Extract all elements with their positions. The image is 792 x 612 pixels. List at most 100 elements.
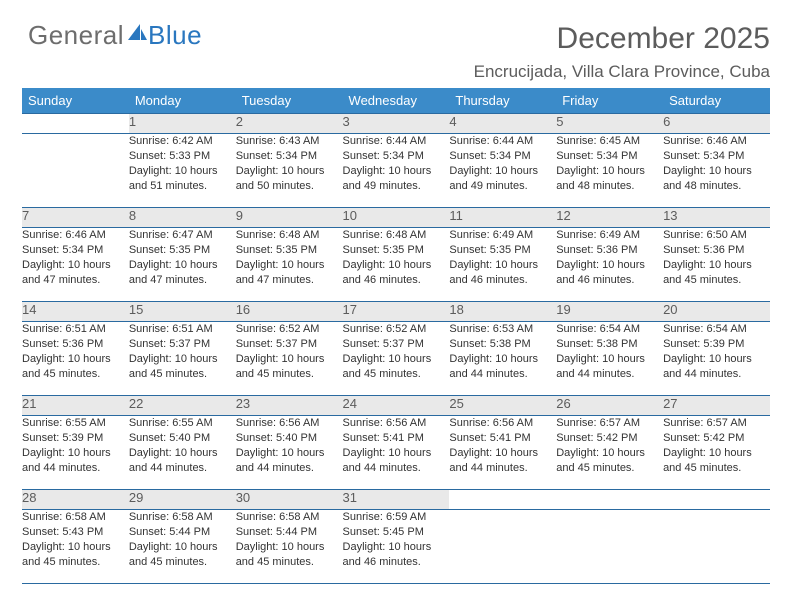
content-row: Sunrise: 6:42 AMSunset: 5:33 PMDaylight:… (22, 134, 770, 208)
day-number: 21 (22, 396, 129, 416)
day-number: 27 (663, 396, 770, 416)
daylight-text: Daylight: 10 hours and 51 minutes. (129, 164, 236, 194)
day-cell (556, 510, 663, 584)
day-cell: Sunrise: 6:51 AMSunset: 5:37 PMDaylight:… (129, 322, 236, 396)
daylight-text: Daylight: 10 hours and 45 minutes. (22, 540, 129, 570)
day-cell: Sunrise: 6:46 AMSunset: 5:34 PMDaylight:… (22, 228, 129, 302)
sunrise-text: Sunrise: 6:58 AM (22, 510, 129, 525)
day-number (22, 114, 129, 134)
sunset-text: Sunset: 5:36 PM (663, 243, 770, 258)
day-cell: Sunrise: 6:50 AMSunset: 5:36 PMDaylight:… (663, 228, 770, 302)
sunrise-text: Sunrise: 6:49 AM (556, 228, 663, 243)
sunset-text: Sunset: 5:36 PM (556, 243, 663, 258)
sunrise-text: Sunrise: 6:48 AM (236, 228, 343, 243)
sunrise-text: Sunrise: 6:58 AM (129, 510, 236, 525)
sunrise-text: Sunrise: 6:46 AM (663, 134, 770, 149)
day-number: 6 (663, 114, 770, 134)
sunset-text: Sunset: 5:44 PM (236, 525, 343, 540)
sunset-text: Sunset: 5:34 PM (663, 149, 770, 164)
sunset-text: Sunset: 5:43 PM (22, 525, 129, 540)
day-number: 14 (22, 302, 129, 322)
brand-logo: General Blue (28, 20, 202, 51)
daylight-text: Daylight: 10 hours and 44 minutes. (236, 446, 343, 476)
day-number: 28 (22, 490, 129, 510)
day-cell: Sunrise: 6:55 AMSunset: 5:39 PMDaylight:… (22, 416, 129, 490)
sunrise-text: Sunrise: 6:45 AM (556, 134, 663, 149)
day-number: 5 (556, 114, 663, 134)
sunrise-text: Sunrise: 6:48 AM (343, 228, 450, 243)
day-cell: Sunrise: 6:48 AMSunset: 5:35 PMDaylight:… (236, 228, 343, 302)
daylight-text: Daylight: 10 hours and 46 minutes. (343, 258, 450, 288)
sunrise-text: Sunrise: 6:44 AM (449, 134, 556, 149)
day-number: 19 (556, 302, 663, 322)
daylight-text: Daylight: 10 hours and 44 minutes. (556, 352, 663, 382)
sunrise-text: Sunrise: 6:58 AM (236, 510, 343, 525)
day-cell (22, 134, 129, 208)
day-number: 31 (343, 490, 450, 510)
day-cell: Sunrise: 6:57 AMSunset: 5:42 PMDaylight:… (663, 416, 770, 490)
day-number: 9 (236, 208, 343, 228)
day-number: 29 (129, 490, 236, 510)
daynum-row: 123456 (22, 114, 770, 134)
day-number (556, 490, 663, 510)
daylight-text: Daylight: 10 hours and 46 minutes. (449, 258, 556, 288)
sunset-text: Sunset: 5:37 PM (129, 337, 236, 352)
daynum-row: 78910111213 (22, 208, 770, 228)
sunset-text: Sunset: 5:37 PM (236, 337, 343, 352)
day-cell: Sunrise: 6:58 AMSunset: 5:44 PMDaylight:… (236, 510, 343, 584)
day-number: 23 (236, 396, 343, 416)
day-cell: Sunrise: 6:46 AMSunset: 5:34 PMDaylight:… (663, 134, 770, 208)
sunrise-text: Sunrise: 6:56 AM (449, 416, 556, 431)
day-cell: Sunrise: 6:58 AMSunset: 5:43 PMDaylight:… (22, 510, 129, 584)
day-cell (449, 510, 556, 584)
sunrise-text: Sunrise: 6:55 AM (129, 416, 236, 431)
daylight-text: Daylight: 10 hours and 45 minutes. (236, 352, 343, 382)
day-number: 20 (663, 302, 770, 322)
sunrise-text: Sunrise: 6:55 AM (22, 416, 129, 431)
brand-part2: Blue (148, 20, 202, 51)
day-number: 24 (343, 396, 450, 416)
sunrise-text: Sunrise: 6:52 AM (343, 322, 450, 337)
day-cell: Sunrise: 6:51 AMSunset: 5:36 PMDaylight:… (22, 322, 129, 396)
sunrise-text: Sunrise: 6:56 AM (236, 416, 343, 431)
sunrise-text: Sunrise: 6:51 AM (22, 322, 129, 337)
sunrise-text: Sunrise: 6:46 AM (22, 228, 129, 243)
sunset-text: Sunset: 5:35 PM (343, 243, 450, 258)
day-cell: Sunrise: 6:56 AMSunset: 5:41 PMDaylight:… (343, 416, 450, 490)
sunset-text: Sunset: 5:35 PM (449, 243, 556, 258)
day-number: 4 (449, 114, 556, 134)
calendar-table: Sunday Monday Tuesday Wednesday Thursday… (22, 88, 770, 584)
daylight-text: Daylight: 10 hours and 45 minutes. (663, 258, 770, 288)
weekday-header: Monday (129, 88, 236, 114)
day-cell: Sunrise: 6:58 AMSunset: 5:44 PMDaylight:… (129, 510, 236, 584)
day-cell: Sunrise: 6:56 AMSunset: 5:41 PMDaylight:… (449, 416, 556, 490)
sunset-text: Sunset: 5:37 PM (343, 337, 450, 352)
day-number: 17 (343, 302, 450, 322)
sunrise-text: Sunrise: 6:49 AM (449, 228, 556, 243)
weekday-header: Tuesday (236, 88, 343, 114)
sunrise-text: Sunrise: 6:57 AM (556, 416, 663, 431)
daylight-text: Daylight: 10 hours and 44 minutes. (449, 446, 556, 476)
day-cell: Sunrise: 6:45 AMSunset: 5:34 PMDaylight:… (556, 134, 663, 208)
day-number: 13 (663, 208, 770, 228)
sunset-text: Sunset: 5:34 PM (449, 149, 556, 164)
day-number: 10 (343, 208, 450, 228)
day-number: 15 (129, 302, 236, 322)
daylight-text: Daylight: 10 hours and 48 minutes. (663, 164, 770, 194)
day-number: 1 (129, 114, 236, 134)
daylight-text: Daylight: 10 hours and 48 minutes. (556, 164, 663, 194)
content-row: Sunrise: 6:55 AMSunset: 5:39 PMDaylight:… (22, 416, 770, 490)
day-cell: Sunrise: 6:52 AMSunset: 5:37 PMDaylight:… (343, 322, 450, 396)
daylight-text: Daylight: 10 hours and 45 minutes. (129, 352, 236, 382)
daynum-row: 14151617181920 (22, 302, 770, 322)
sunrise-text: Sunrise: 6:57 AM (663, 416, 770, 431)
daylight-text: Daylight: 10 hours and 45 minutes. (236, 540, 343, 570)
daylight-text: Daylight: 10 hours and 44 minutes. (449, 352, 556, 382)
sunrise-text: Sunrise: 6:56 AM (343, 416, 450, 431)
sunset-text: Sunset: 5:42 PM (663, 431, 770, 446)
day-cell: Sunrise: 6:44 AMSunset: 5:34 PMDaylight:… (343, 134, 450, 208)
brand-part1: General (28, 20, 124, 51)
sunrise-text: Sunrise: 6:59 AM (343, 510, 450, 525)
daylight-text: Daylight: 10 hours and 49 minutes. (449, 164, 556, 194)
day-number: 7 (22, 208, 129, 228)
